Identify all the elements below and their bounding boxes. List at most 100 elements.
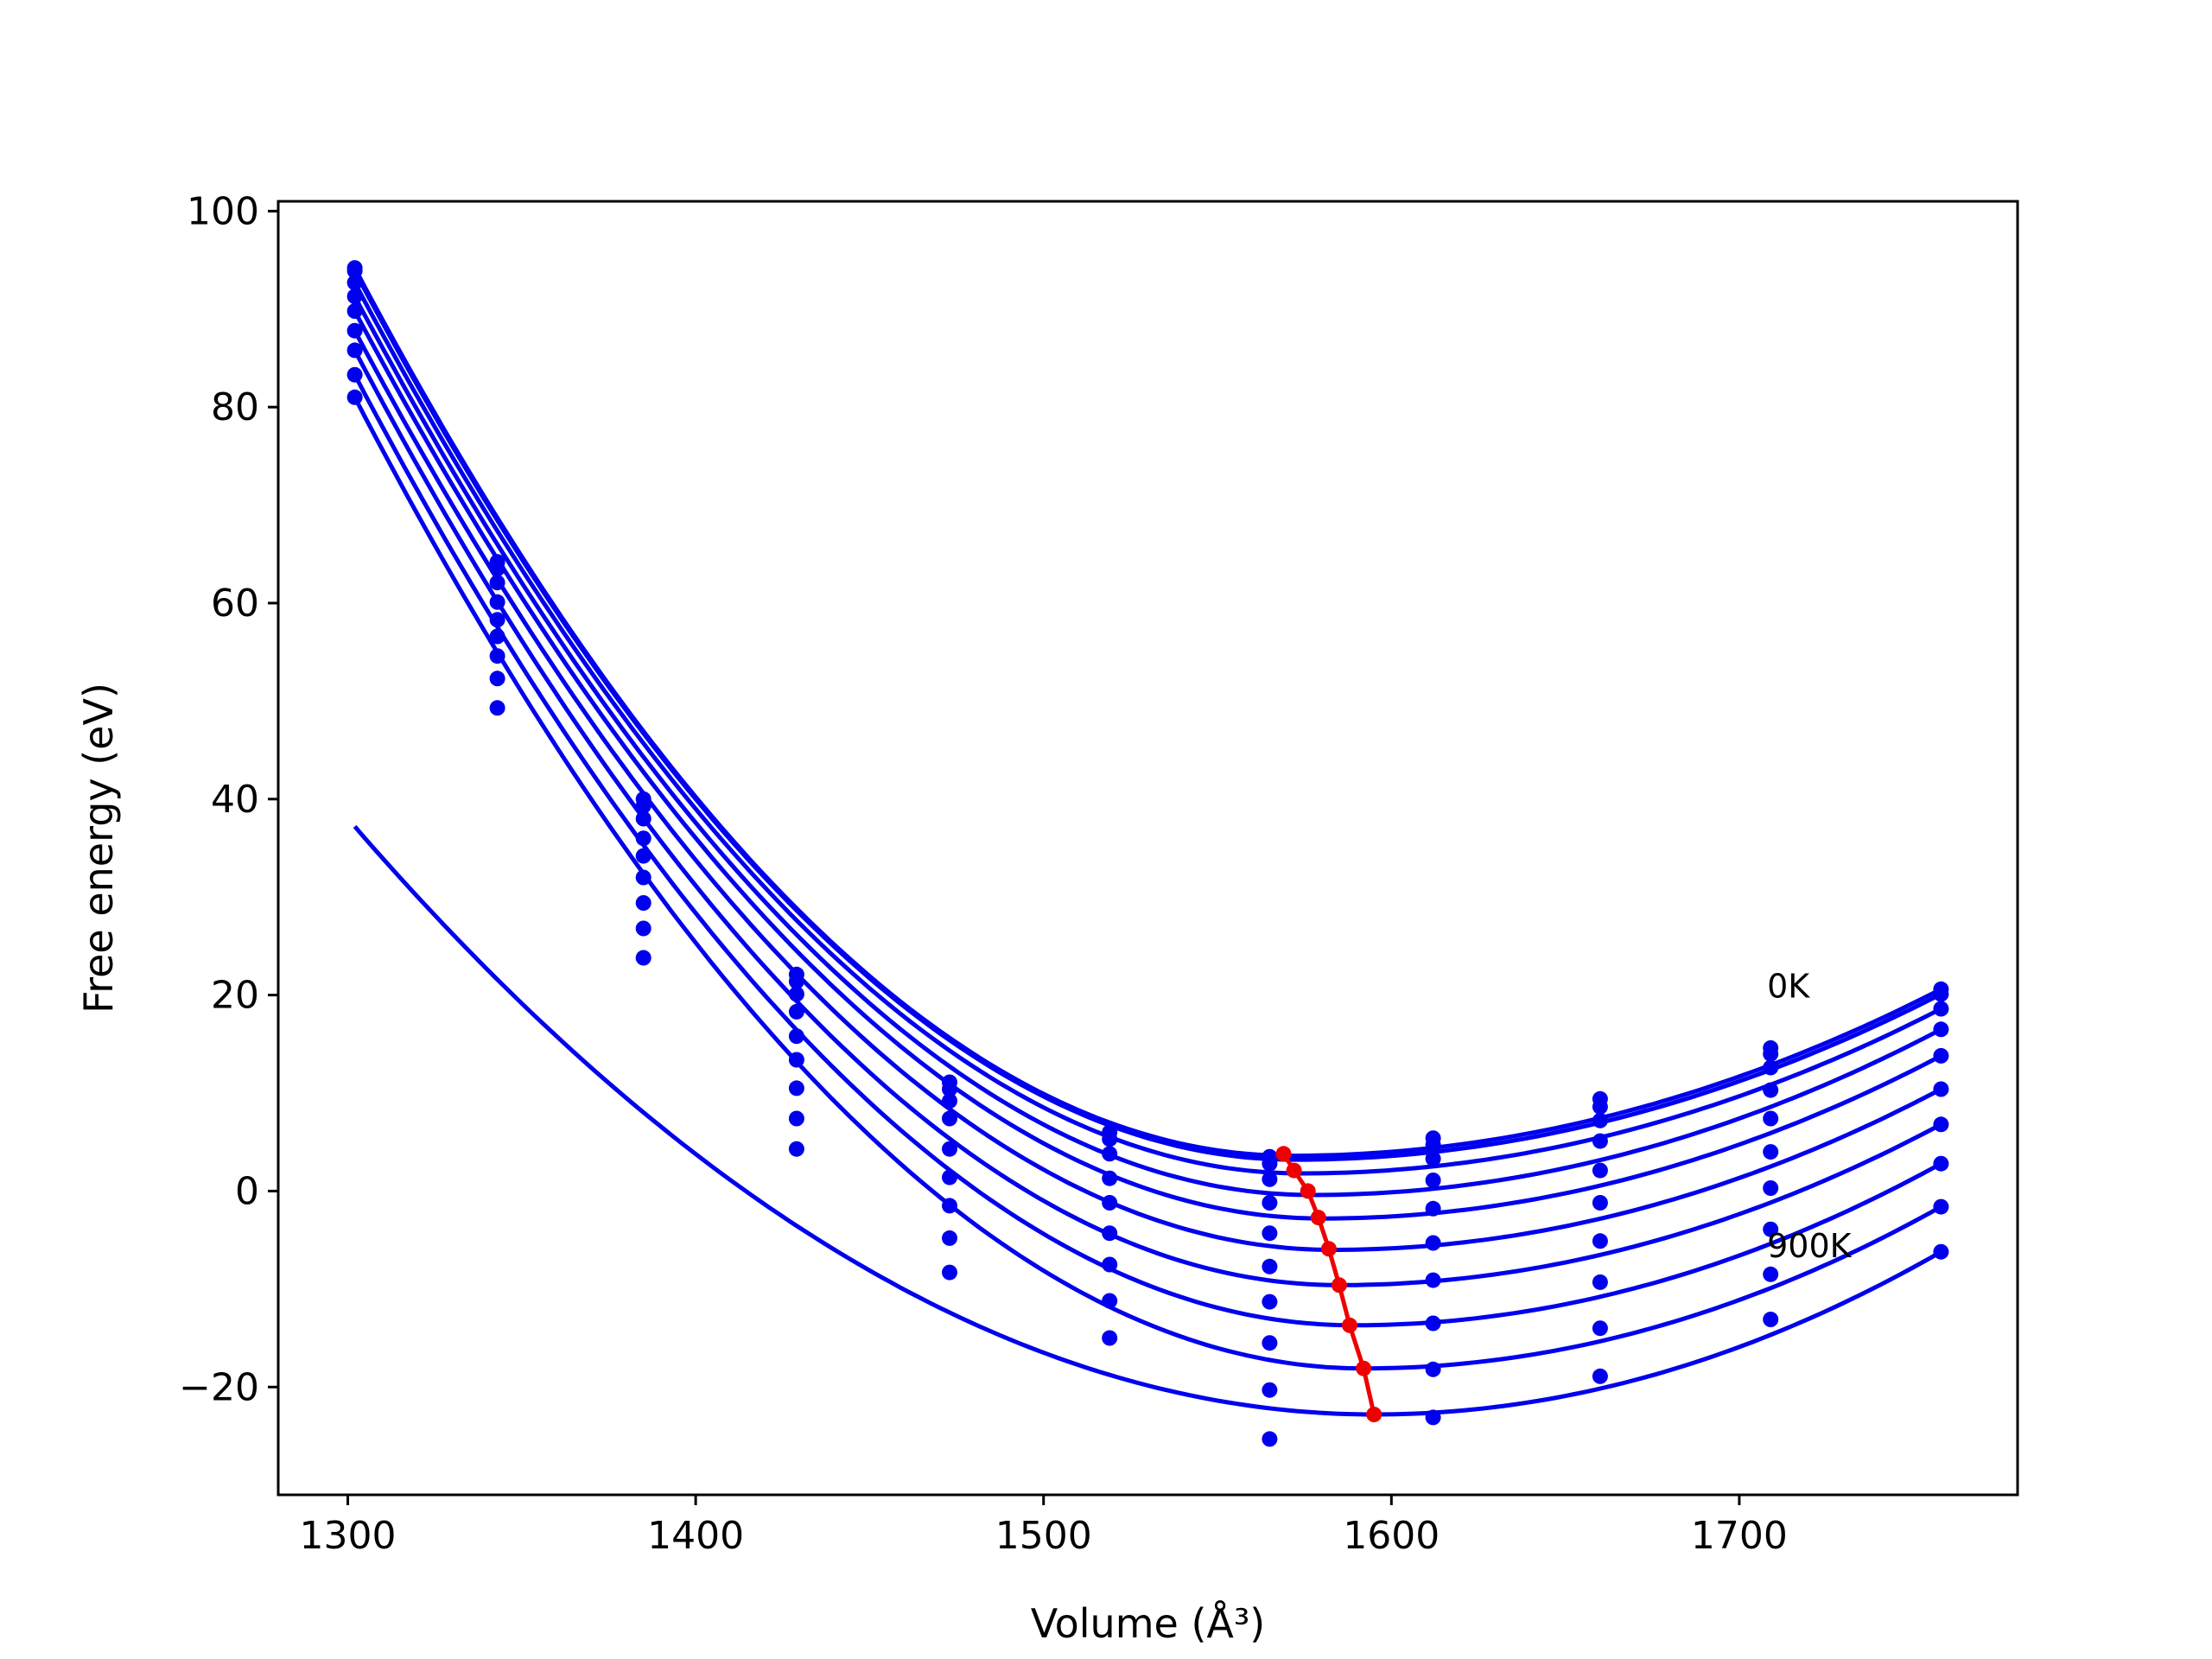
data-point-3-2: [635, 830, 652, 847]
data-point-2-2: [635, 810, 652, 827]
data-point-9-6: [1262, 1431, 1278, 1447]
data-point-4-4: [942, 1141, 957, 1157]
fit-curve-8: [353, 396, 1942, 1371]
data-point-8-7: [1425, 1361, 1441, 1377]
data-point-8-1: [489, 700, 505, 716]
data-point-1-3: [788, 973, 804, 989]
data-point-2-7: [1425, 1151, 1441, 1166]
data-point-7-10: [1933, 1155, 1949, 1172]
data-point-7-9: [1763, 1221, 1779, 1237]
data-point-3-0: [346, 289, 363, 304]
y-tick-label: 0: [235, 1169, 259, 1213]
data-point-7-0: [346, 366, 363, 383]
data-point-1-5: [1102, 1131, 1118, 1147]
data-point-2-1: [489, 575, 505, 591]
data-point-1-8: [1592, 1098, 1608, 1115]
fit-curve-1: [353, 270, 1942, 1162]
data-point-8-8: [1592, 1320, 1608, 1337]
data-point-2-10: [1933, 1001, 1949, 1017]
y-axis-label: Free energy (eV): [75, 683, 122, 1014]
x-tick-label: 1700: [1691, 1514, 1788, 1558]
data-point-1-4: [942, 1081, 957, 1097]
minimum-point-5: [1331, 1277, 1347, 1294]
data-point-4-6: [1262, 1225, 1278, 1242]
data-point-5-6: [1262, 1258, 1278, 1274]
data-point-7-4: [942, 1230, 957, 1246]
data-point-2-8: [1592, 1112, 1608, 1128]
data-point-5-10: [1933, 1081, 1949, 1097]
fit-curve-4: [353, 309, 1942, 1221]
data-point-9-9: [1763, 1312, 1779, 1327]
y-tick-label: 60: [211, 582, 259, 626]
data-point-4-9: [1763, 1110, 1779, 1127]
data-point-4-1: [489, 612, 505, 628]
data-point-7-7: [1425, 1315, 1441, 1332]
data-point-2-4: [942, 1093, 957, 1109]
data-point-6-6: [1262, 1294, 1278, 1310]
data-point-1-0: [346, 263, 363, 279]
minimum-point-8: [1366, 1407, 1382, 1422]
data-point-7-3: [788, 1110, 804, 1127]
fit-curve-2: [353, 281, 1942, 1176]
annotations: 0K 900K: [1767, 967, 1853, 1265]
minimum-point-3: [1310, 1210, 1326, 1226]
data-point-1-2: [635, 798, 652, 814]
data-point-5-1: [489, 628, 505, 645]
minimum-point-2: [1300, 1183, 1316, 1199]
data-point-1-7: [1425, 1137, 1441, 1154]
data-point-5-5: [1102, 1225, 1118, 1242]
data-point-2-3: [788, 986, 804, 1002]
data-point-5-3: [788, 1052, 804, 1068]
data-point-9-8: [1592, 1368, 1608, 1384]
data-point-9-7: [1425, 1409, 1441, 1426]
x-axis-ticks: 1300 1400 1500 1600 1700: [300, 1495, 1788, 1558]
data-point-7-2: [635, 920, 652, 937]
data-point-8-10: [1933, 1198, 1949, 1215]
y-tick-label: 20: [211, 974, 259, 1018]
y-tick-label: 40: [211, 778, 259, 822]
minimum-point-0: [1275, 1146, 1292, 1162]
data-point-1-9: [1763, 1046, 1779, 1062]
data-point-2-5: [1102, 1146, 1118, 1162]
x-tick-label: 1400: [647, 1514, 744, 1558]
data-point-2-9: [1763, 1059, 1779, 1076]
data-point-4-3: [788, 1028, 804, 1045]
data-point-8-0: [346, 389, 363, 405]
data-point-4-10: [1933, 1047, 1949, 1064]
data-point-6-3: [788, 1080, 804, 1096]
data-point-1-6: [1262, 1155, 1278, 1172]
data-point-7-6: [1262, 1335, 1278, 1351]
fit-curve-6: [353, 349, 1942, 1287]
data-point-8-4: [942, 1264, 957, 1281]
data-point-8-3: [788, 1141, 804, 1157]
fit-curve-3: [353, 295, 1942, 1198]
data-point-3-6: [1262, 1195, 1278, 1211]
data-point-8-2: [635, 950, 652, 966]
data-point-2-6: [1262, 1171, 1278, 1187]
data-point-7-1: [489, 671, 505, 687]
y-tick-label: 80: [211, 385, 259, 429]
data-point-8-9: [1763, 1266, 1779, 1282]
data-point-5-8: [1592, 1195, 1608, 1211]
data-point-4-7: [1425, 1200, 1441, 1217]
minimum-point-7: [1356, 1360, 1372, 1376]
data-point-3-7: [1425, 1173, 1441, 1188]
data-point-8-5: [1102, 1330, 1118, 1346]
data-point-1-10: [1933, 986, 1949, 1002]
data-point-6-1: [489, 648, 505, 664]
x-tick-label: 1300: [300, 1514, 397, 1558]
axes-frame: [276, 200, 2019, 1497]
data-point-6-0: [346, 342, 363, 359]
minimum-point-6: [1342, 1317, 1357, 1333]
data-point-5-9: [1763, 1144, 1779, 1160]
data-point-3-3: [788, 1003, 804, 1020]
fit-curve-5: [353, 329, 1942, 1253]
data-point-4-8: [1592, 1162, 1608, 1179]
data-point-6-9: [1763, 1180, 1779, 1196]
y-axis-ticks: −20 0 20 40 60 80 100: [179, 189, 278, 1409]
data-point-5-0: [346, 322, 363, 339]
data-point-1-1: [489, 561, 505, 577]
fit-curve-7: [353, 373, 1942, 1328]
data-point-2-0: [346, 275, 363, 291]
